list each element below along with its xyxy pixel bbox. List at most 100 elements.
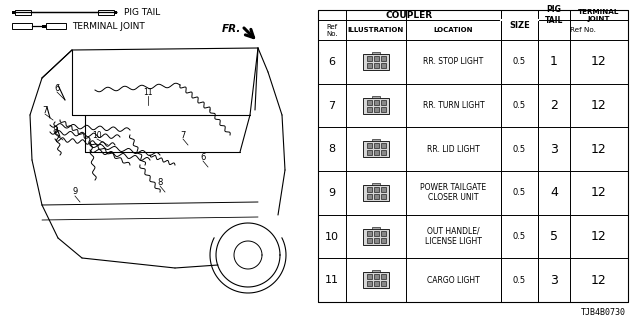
Bar — [367, 281, 371, 286]
Bar — [372, 270, 380, 272]
Bar — [381, 237, 385, 243]
Bar — [367, 63, 371, 68]
Bar — [367, 237, 371, 243]
Bar — [367, 56, 371, 61]
Text: SIZE: SIZE — [509, 20, 530, 29]
Bar — [98, 10, 114, 14]
Text: 7: 7 — [328, 100, 335, 110]
Text: TERMINAL
JOINT: TERMINAL JOINT — [579, 9, 620, 21]
Bar — [374, 63, 378, 68]
Bar — [15, 10, 31, 14]
Bar — [381, 63, 385, 68]
Bar — [374, 274, 378, 279]
Bar — [381, 150, 385, 155]
Bar — [374, 230, 378, 236]
Bar — [372, 52, 380, 54]
Bar — [374, 237, 378, 243]
Bar — [367, 194, 371, 199]
Text: 4: 4 — [550, 186, 558, 199]
Bar — [374, 107, 378, 111]
Text: ILLUSTRATION: ILLUSTRATION — [348, 27, 404, 33]
Text: 11: 11 — [325, 275, 339, 285]
Bar — [381, 100, 385, 105]
Text: 12: 12 — [591, 186, 607, 199]
Text: 11: 11 — [143, 87, 153, 97]
Bar — [12, 11, 15, 13]
Bar — [374, 56, 378, 61]
Text: RR. LID LIGHT: RR. LID LIGHT — [427, 145, 480, 154]
Text: RR. STOP LIGHT: RR. STOP LIGHT — [424, 57, 484, 66]
Text: 0.5: 0.5 — [513, 276, 526, 285]
Text: PIG TAIL: PIG TAIL — [124, 7, 160, 17]
Bar — [381, 187, 385, 192]
Text: PIG
TAIL: PIG TAIL — [545, 5, 563, 25]
Text: Ref
No.: Ref No. — [326, 23, 338, 36]
Bar — [374, 143, 378, 148]
Text: 12: 12 — [591, 274, 607, 287]
Text: 7: 7 — [42, 106, 48, 115]
Bar — [42, 25, 46, 28]
Bar — [372, 95, 380, 98]
Text: 8: 8 — [328, 144, 335, 154]
Bar — [381, 56, 385, 61]
Bar — [372, 183, 380, 185]
Text: RR. TURN LIGHT: RR. TURN LIGHT — [422, 101, 484, 110]
Text: 12: 12 — [591, 143, 607, 156]
Text: TERMINAL JOINT: TERMINAL JOINT — [72, 21, 145, 30]
Text: 10: 10 — [325, 231, 339, 242]
Text: 7: 7 — [180, 131, 186, 140]
Bar — [374, 150, 378, 155]
Text: 1: 1 — [550, 55, 558, 68]
Text: 3: 3 — [550, 274, 558, 287]
Bar — [374, 194, 378, 199]
Text: 12: 12 — [591, 230, 607, 243]
Bar — [372, 227, 380, 228]
Bar — [114, 11, 117, 13]
Bar — [363, 272, 389, 288]
Text: 0.5: 0.5 — [513, 145, 526, 154]
Bar — [374, 100, 378, 105]
Bar — [367, 274, 371, 279]
Bar — [381, 194, 385, 199]
Text: Ref No.: Ref No. — [570, 27, 596, 33]
Bar — [367, 230, 371, 236]
Text: 9: 9 — [328, 188, 335, 198]
Text: 8: 8 — [52, 125, 58, 134]
Text: 12: 12 — [591, 55, 607, 68]
Text: 0.5: 0.5 — [513, 57, 526, 66]
Bar — [381, 230, 385, 236]
Bar — [374, 187, 378, 192]
Text: 9: 9 — [72, 188, 77, 196]
Text: 5: 5 — [550, 230, 558, 243]
Text: COUPLER: COUPLER — [386, 11, 433, 20]
Bar — [318, 10, 628, 302]
Text: 6: 6 — [54, 84, 60, 92]
Text: CARGO LIGHT: CARGO LIGHT — [427, 276, 480, 285]
Bar — [363, 141, 389, 157]
Bar — [381, 143, 385, 148]
Text: FR.: FR. — [222, 24, 241, 34]
Bar — [12, 23, 32, 29]
Text: 0.5: 0.5 — [513, 188, 526, 197]
Text: 0.5: 0.5 — [513, 232, 526, 241]
Text: POWER TAILGATE
CLOSER UNIT: POWER TAILGATE CLOSER UNIT — [420, 183, 486, 202]
Bar — [374, 281, 378, 286]
Text: 12: 12 — [591, 99, 607, 112]
Bar — [363, 54, 389, 70]
Bar — [367, 187, 371, 192]
Text: 8: 8 — [157, 178, 163, 187]
Bar — [46, 23, 66, 29]
Text: 2: 2 — [550, 99, 558, 112]
Text: TJB4B0730: TJB4B0730 — [581, 308, 626, 317]
Bar — [367, 150, 371, 155]
Bar — [367, 143, 371, 148]
Text: 3: 3 — [550, 143, 558, 156]
Bar — [363, 185, 389, 201]
Bar — [363, 228, 389, 244]
Text: 10: 10 — [92, 131, 102, 140]
Text: 6: 6 — [328, 57, 335, 67]
Bar — [363, 98, 389, 114]
Text: 6: 6 — [200, 153, 205, 162]
Bar — [367, 107, 371, 111]
Bar — [381, 274, 385, 279]
